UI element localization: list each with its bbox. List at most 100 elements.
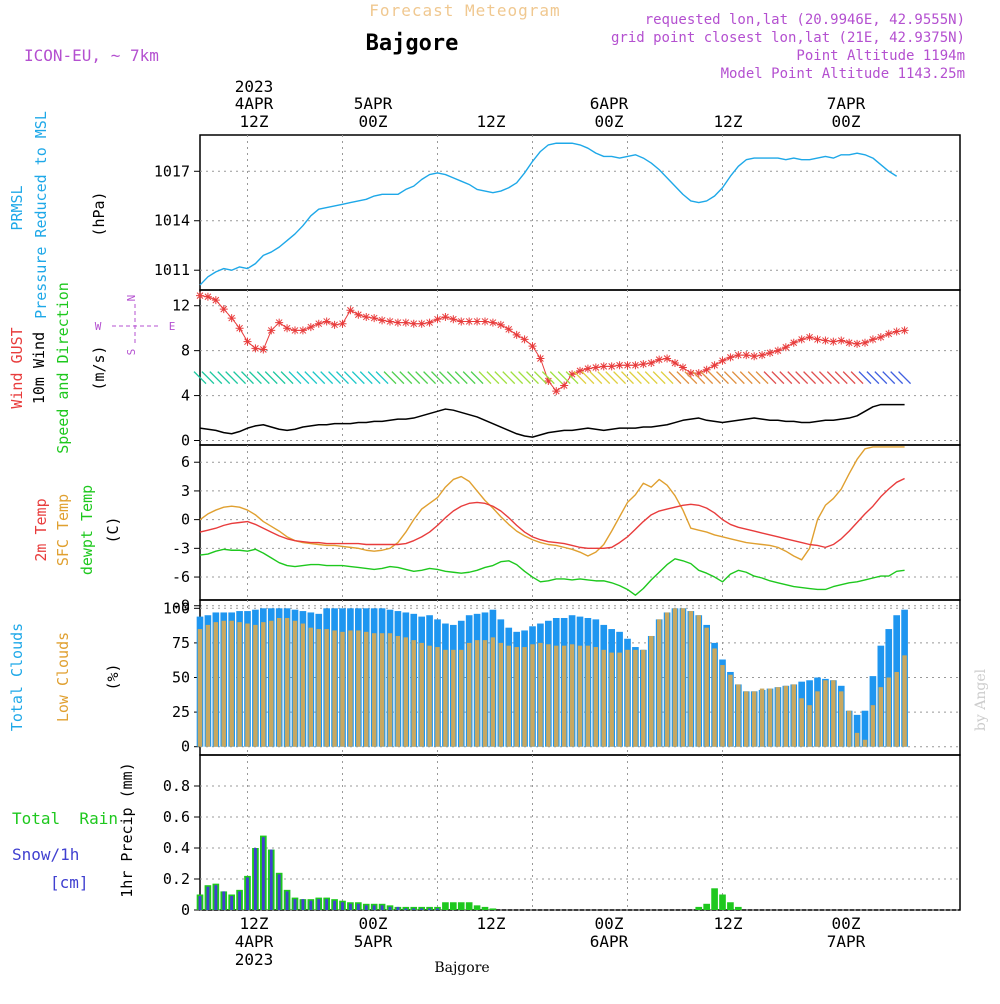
low-cloud-bar [371,633,377,747]
wind-arrow [549,371,563,385]
low-cloud-bar [506,645,511,747]
gust-marker [639,360,648,369]
gust-marker [686,369,695,378]
wind-arrow [391,371,405,385]
low-cloud-bar [364,631,369,747]
low-cloud-bar [633,649,638,747]
low-cloud-bar [253,624,258,747]
wind-arrow [478,371,492,385]
gust-marker [362,312,371,321]
gust-marker [544,376,553,385]
top-hour-5: 12Z [714,112,743,131]
low-cloud-bar [443,649,448,747]
gust-marker [805,333,814,342]
wind-arrow [383,371,397,385]
low-cloud-bar [395,635,401,747]
compass-rose: N S W E [95,295,176,356]
gust-marker [409,319,418,328]
wind-arrow [296,371,310,385]
gust-marker [512,330,521,339]
gust-marker [868,335,877,344]
wind-arrow [787,371,801,385]
low-cloud-bar [886,677,891,747]
low-cloud-bar [593,647,599,747]
low-cloud-bar [459,649,464,747]
footer-location: Bajgore [434,960,489,976]
low-cloud-bar [569,644,575,747]
wind-arrow [692,371,706,385]
gust-marker [465,317,474,326]
gust-marker [488,318,497,327]
bottom-date-1: 4APR [235,932,274,951]
info-grid-point: grid point closest lon,lat (21E, 42.9375… [611,30,965,46]
wind-arrow [621,371,634,385]
plot-area: 1011 1014 1017 0 4 8 12 -9 -6 -3 0 3 6 0 25 50 75 100 0 0.2… [154,134,961,919]
wind-arrow [399,371,413,385]
low-cloud-bar [435,647,440,747]
top-date-4: 7APR [827,94,866,113]
low-cloud-bar [332,630,337,747]
snow-bar [420,908,424,910]
wind-arrow [438,371,452,385]
snow-bar [261,837,265,910]
low-cloud-bar [736,684,741,747]
wind-ytick-label: 8 [181,342,190,360]
temperature-ytick-label: 0 [181,511,190,529]
wind-arrow [890,371,904,385]
low-cloud-bar [269,620,274,747]
low-cloud-bar [284,617,290,747]
low-cloud-bar [759,688,765,747]
gust-marker [235,324,244,333]
low-cloud-bar [728,674,733,747]
wind-arrow [874,371,888,385]
gust-marker [876,333,885,342]
bottom-date-3: 6APR [590,932,629,951]
gust-marker [861,338,869,347]
precip-snow-label: Snow/1h [12,845,79,864]
wind-arrow [858,371,872,385]
top-year: 2023 [235,77,274,96]
pressure-ytick-label: 1011 [154,261,190,279]
wind-arrow [415,371,429,385]
gust-marker [726,353,735,362]
low-cloud-bar [229,620,234,747]
top-hour-1: 12Z [240,112,269,131]
low-cloud-bar [641,649,646,747]
low-cloud-bar [696,615,701,747]
gust-marker [647,359,656,368]
watermark: by Angel [973,668,989,731]
rain-bar [703,903,710,910]
snow-bar [372,905,376,910]
wind-10m-line [199,403,905,438]
low-cloud-bar [585,645,591,747]
wind-arrow [256,371,270,385]
wind-arrow [510,371,524,385]
bottom-hour-2: 00Z [359,914,388,933]
precip-ytick-label: 0.6 [163,808,190,826]
low-cloud-bar [237,622,242,747]
gust-marker [615,361,624,370]
gust-marker [393,318,402,327]
wind-arrow [209,371,223,385]
gust-marker [314,319,323,328]
pressure-unit: (hPa) [90,191,108,236]
top-date-3: 6APR [590,94,629,113]
low-cloud-bar [197,629,203,747]
wind-arrow [628,371,642,385]
temperature-ytick-label: -9 [172,597,190,615]
snow-bar [388,906,392,910]
clouds-ytick-label: 50 [172,669,190,687]
low-cloud-bar [625,649,630,747]
top-hour-4: 00Z [595,112,624,131]
low-cloud-bar [482,640,488,747]
wind-arrow [541,371,555,385]
gust-marker [338,319,347,328]
wind-arrow [486,371,500,385]
gust-marker [813,335,822,344]
snow-bar [348,903,352,910]
wind-arrow [320,371,334,385]
clouds-low-label: Low Clouds [54,632,72,722]
wind-arrow [264,371,278,385]
gust-marker [528,342,537,351]
gust-marker [583,364,592,373]
